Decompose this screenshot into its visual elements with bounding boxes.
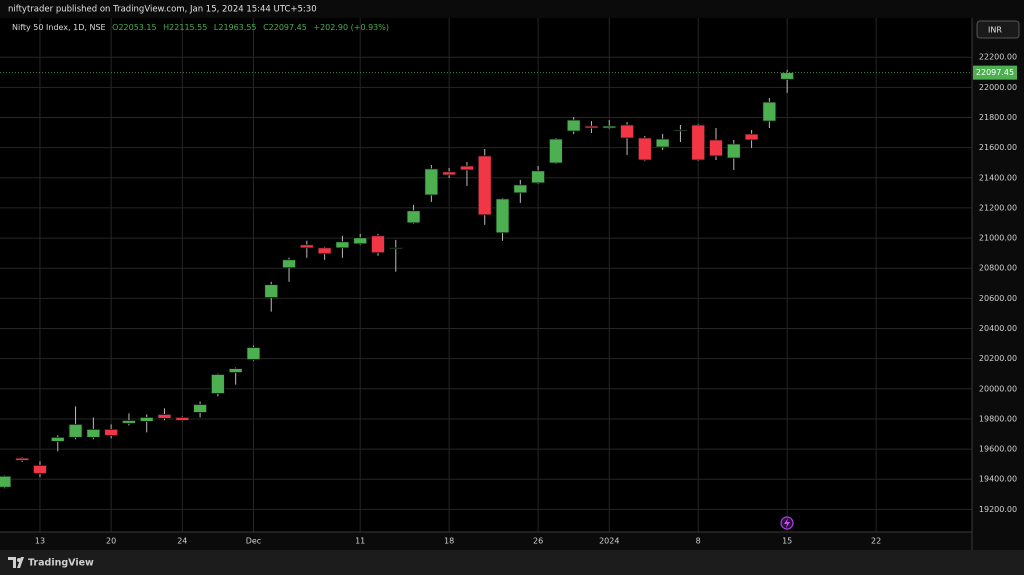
candle-body (122, 420, 136, 424)
y-tick-label: 21400.00 (979, 173, 1017, 182)
candle-body (673, 129, 688, 132)
candle-body (424, 168, 439, 196)
candle-body (299, 244, 314, 249)
candle-body (709, 139, 723, 157)
y-tick-label: 22200.00 (979, 53, 1017, 62)
candle-body (637, 137, 652, 161)
y-tick-label: 21800.00 (979, 113, 1017, 122)
x-tick-label: 8 (696, 537, 701, 546)
last-price-label: 22097.45 (976, 68, 1014, 77)
x-tick-label: 26 (533, 537, 543, 546)
open-value: O22053.15 (112, 23, 156, 32)
y-tick-label: 21600.00 (979, 143, 1017, 152)
currency[interactable]: INR (988, 26, 1002, 35)
candle-body (193, 404, 207, 413)
y-tick-label: 19600.00 (979, 445, 1017, 454)
logo-part (17, 557, 24, 568)
logo-part (8, 557, 16, 568)
y-tick-label: 19400.00 (979, 475, 1017, 484)
event-icon (780, 516, 794, 530)
candle-body (157, 414, 172, 419)
candle-body (246, 347, 261, 360)
candle-body (33, 464, 47, 474)
symbol: Nifty 50 Index, 1D, NSE (12, 23, 106, 32)
y-tick-label: 19800.00 (979, 414, 1017, 423)
y-tick-label: 20600.00 (979, 294, 1017, 303)
y-tick-label: 21000.00 (979, 234, 1017, 243)
x-tick-label: 15 (782, 537, 792, 546)
candle-body (495, 198, 510, 234)
candle-body (726, 143, 741, 159)
x-tick-label: 18 (444, 537, 454, 546)
x-tick-label: Dec (246, 537, 261, 546)
x-tick-label: 20 (106, 537, 116, 546)
currency-button[interactable] (976, 20, 1020, 39)
candle-body (655, 138, 670, 148)
candle-body (175, 417, 190, 421)
y-tick-label: 22000.00 (979, 83, 1017, 92)
x-tick-label: 24 (177, 537, 187, 546)
candle-body (406, 210, 421, 224)
x-tick-label: 11 (355, 537, 365, 546)
candle-body (442, 171, 457, 176)
y-tick-label: 20000.00 (979, 384, 1017, 393)
y-tick-label: 20800.00 (979, 264, 1017, 273)
candle-body (460, 165, 474, 171)
event-bolt (784, 518, 790, 528)
candle-body (691, 124, 706, 161)
y-tick-label: 21200.00 (979, 203, 1017, 212)
candle-body (371, 235, 385, 254)
y-tick-label: 20400.00 (979, 324, 1017, 333)
candle-body (50, 436, 65, 442)
candle-body (584, 125, 599, 129)
candle-body (139, 417, 154, 422)
candle-body (513, 184, 528, 194)
x-tick-label: 22 (871, 537, 881, 546)
candle-body (317, 247, 332, 255)
candles (0, 69, 972, 489)
candle-body (602, 125, 617, 129)
y-tick-label: 20200.00 (979, 354, 1017, 363)
candle-body (548, 138, 563, 164)
candle-body (531, 170, 545, 184)
candle-body (744, 133, 759, 141)
change-value: +202.90 (+0.93%) (313, 23, 389, 32)
high-value: H22115.55 (163, 23, 207, 32)
candle-body (388, 247, 403, 250)
candle-body (353, 237, 368, 245)
publisher-line: niftytrader published on TradingView.com… (8, 5, 317, 15)
x-tick-label: 2024 (599, 537, 619, 546)
symbol-header: Nifty 50 Index, 1D, NSE O22053.15 H22115… (12, 23, 389, 32)
candle-body (762, 101, 777, 122)
candle-body (86, 428, 101, 438)
candle-body (104, 428, 119, 436)
footer (0, 550, 1024, 575)
candle-body (68, 423, 83, 438)
candle-body (282, 259, 296, 269)
candle-body (264, 284, 279, 299)
close-value: C22097.45 (263, 23, 307, 32)
plot-area (0, 18, 972, 532)
candle-body (477, 155, 492, 216)
candle-body (566, 119, 581, 132)
candle-body (15, 457, 30, 461)
candle-body (228, 368, 243, 373)
candle-body (335, 241, 350, 249)
candle-body (0, 475, 12, 488)
candle-body (210, 374, 225, 394)
low-value: L21963.55 (214, 23, 257, 32)
candle-body (620, 124, 634, 139)
y-tick-label: 19200.00 (979, 505, 1017, 514)
x-tick-label: 13 (35, 537, 45, 546)
brand-logo (8, 557, 24, 568)
brand: TradingView (28, 558, 94, 569)
candle-body (780, 72, 795, 80)
last-price-badge (973, 65, 1017, 80)
